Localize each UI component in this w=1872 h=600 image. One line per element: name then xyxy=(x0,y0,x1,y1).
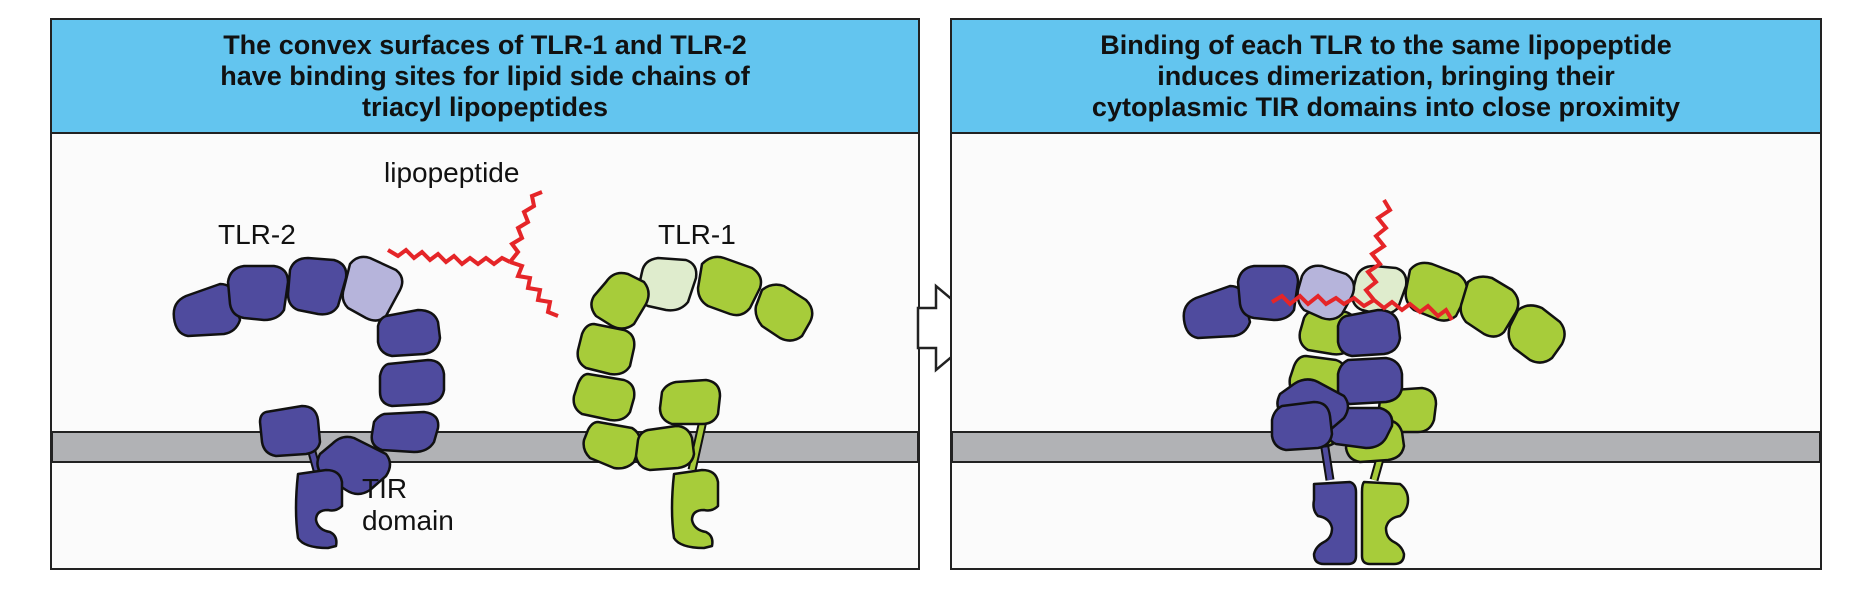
tlr2-ectodomain xyxy=(172,255,446,496)
panel-caption: The convex surfaces of TLR-1 and TLR-2 h… xyxy=(210,30,760,123)
lipopeptide xyxy=(1270,198,1454,322)
panel-caption: Binding of each TLR to the same lipopept… xyxy=(1082,30,1690,123)
lipopeptide-label: lipopeptide xyxy=(384,157,519,188)
panel-header: Binding of each TLR to the same lipopept… xyxy=(952,20,1820,134)
tlr1-segment xyxy=(754,283,814,342)
lipopeptide-chain xyxy=(1363,198,1393,302)
tlr2-label: TLR-2 xyxy=(218,219,296,250)
tlr2-segment xyxy=(376,308,442,358)
panel-monomers: The convex surfaces of TLR-1 and TLR-2 h… xyxy=(50,18,920,570)
lipopeptide-chain xyxy=(508,190,543,264)
lipopeptide-chain xyxy=(1270,293,1376,309)
lipopeptide-chain xyxy=(509,260,559,318)
monomer-illustration: lipopeptide TLR-2 TLR-1 TIR domain xyxy=(52,157,918,550)
tlr1-segment xyxy=(658,378,722,426)
caption-line: triacyl lipopeptides xyxy=(361,91,609,122)
tlr2-tir-domain xyxy=(1312,480,1358,566)
tlr2-segment xyxy=(258,404,322,458)
tlr2-ectodomain xyxy=(1182,264,1404,452)
tlr2-segment xyxy=(378,358,446,408)
tlr2-binding-site-segment xyxy=(1296,264,1356,321)
panel-dimer: Binding of each TLR to the same lipopept… xyxy=(950,18,1822,570)
tlr1-ectodomain xyxy=(572,255,814,472)
lipopeptide xyxy=(386,190,559,318)
lipopeptide-chain xyxy=(1372,298,1454,322)
tlr2-segment xyxy=(370,410,440,454)
tlr1-segment xyxy=(590,271,650,330)
tir-domain-label-line2: domain xyxy=(362,505,454,536)
tlr2-receptor xyxy=(172,255,446,550)
tlr1-segment xyxy=(576,322,636,376)
tlr2-segment xyxy=(1236,264,1300,322)
caption-line: induces dimerization, bringing their xyxy=(1157,60,1615,91)
tlr2-segment xyxy=(226,264,290,322)
tlr2-segment xyxy=(1336,308,1402,358)
dimer-illustration xyxy=(952,198,1820,566)
tlr1-receptor xyxy=(572,255,814,550)
tlr1-segment xyxy=(634,424,696,472)
caption-line: have binding sites for lipid side chains… xyxy=(220,60,750,91)
tlr2-binding-site-segment xyxy=(341,255,404,322)
cell-membrane xyxy=(52,431,918,463)
tlr2-segment xyxy=(1336,356,1404,406)
tir-domain-label-line1: TIR xyxy=(362,473,407,504)
tlr1-segment xyxy=(696,255,763,317)
caption-line: Binding of each TLR to the same lipopept… xyxy=(1100,29,1672,60)
tlr2-segment xyxy=(286,256,348,316)
caption-line: cytoplasmic TIR domains into close proxi… xyxy=(1091,91,1681,122)
tlr1-tir-domain xyxy=(1360,480,1410,566)
caption-line: The convex surfaces of TLR-1 and TLR-2 xyxy=(223,29,747,60)
tlr2-segment xyxy=(1270,400,1334,452)
lipopeptide-chain xyxy=(386,247,511,267)
tlr1-segment xyxy=(572,372,636,422)
tlr1-segment xyxy=(1459,275,1520,338)
tlr1-segment xyxy=(1507,304,1566,364)
panel-header: The convex surfaces of TLR-1 and TLR-2 h… xyxy=(52,20,918,134)
tlr2-tir-domain xyxy=(294,468,344,550)
tlr1-label: TLR-1 xyxy=(658,219,736,250)
tlr1-tir-domain xyxy=(670,468,720,550)
